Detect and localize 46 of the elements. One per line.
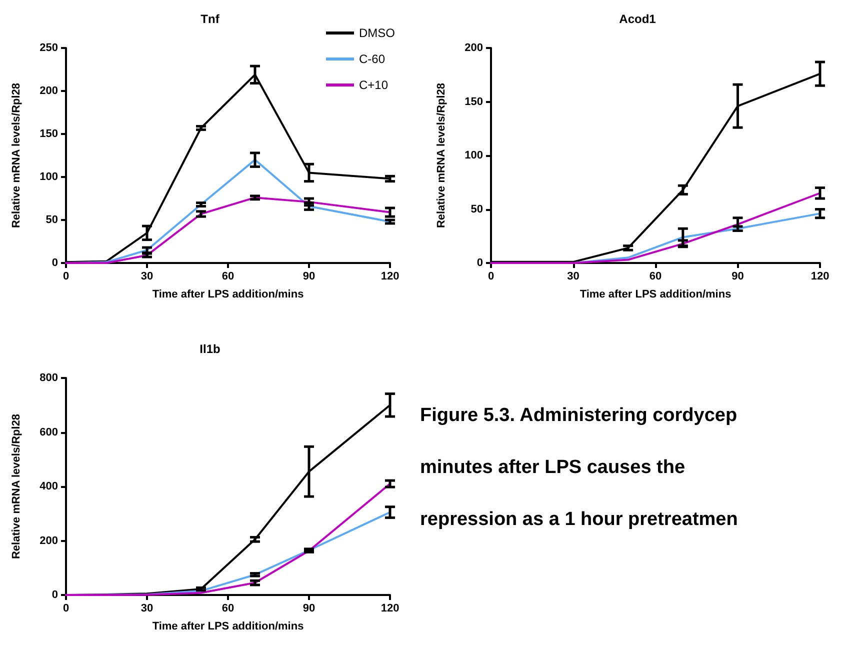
x-axis-title: Time after LPS addition/mins <box>580 288 732 300</box>
y-tick-label: 150 <box>464 96 483 108</box>
y-tick-label: 0 <box>52 589 58 601</box>
x-tick-label: 30 <box>140 270 154 282</box>
y-tick-label: 250 <box>40 42 58 54</box>
x-tick-label: 0 <box>62 602 70 614</box>
y-tick-label: 200 <box>464 42 483 54</box>
x-tick-label: 120 <box>380 602 400 614</box>
x-tick-label: 30 <box>140 602 154 614</box>
legend-label: C+10 <box>359 78 388 92</box>
y-axis-title: Relative mRNA levels/Rpl28 <box>10 414 22 560</box>
x-tick-label: 90 <box>732 270 744 282</box>
x-tick-label: 30 <box>567 270 580 282</box>
x-tick-label: 60 <box>649 270 662 282</box>
y-tick-label: 200 <box>40 534 58 547</box>
legend-label: DMSO <box>359 26 395 40</box>
y-tick-label: 200 <box>40 85 58 97</box>
chart-title: Acod1 <box>619 12 656 26</box>
x-tick-label: 0 <box>488 270 494 282</box>
y-tick-label: 100 <box>464 150 483 162</box>
x-tick-label: 90 <box>302 602 316 614</box>
x-tick-label: 120 <box>810 270 830 282</box>
x-tick-label: 60 <box>222 270 234 282</box>
y-axis-title: Relative mRNA levels/Rpl28 <box>436 82 448 228</box>
x-tick-label: 90 <box>302 270 316 282</box>
y-tick-label: 50 <box>470 203 483 216</box>
text: repression as a 1 hour pretreatmen <box>420 509 739 531</box>
legend-label: C-60 <box>359 52 386 66</box>
caption: Figure 5.3. Administering cordycep <box>420 405 738 427</box>
x-tick-label: 0 <box>62 270 70 282</box>
chart-title: Tnf <box>200 12 220 26</box>
y-tick-label: 50 <box>46 214 58 226</box>
text: minutes after LPS causes the <box>420 457 686 479</box>
y-tick-label: 0 <box>52 257 58 269</box>
y-tick-label: 800 <box>40 372 58 384</box>
y-tick-label: 100 <box>40 171 58 183</box>
x-axis-title: Time after LPS addition/mins <box>152 288 304 300</box>
y-tick-label: 150 <box>40 128 58 140</box>
chart-title: Il1b <box>200 342 220 356</box>
y-tick-label: 600 <box>40 426 58 438</box>
y-axis-title: Relative mRNA levels/Rpl28 <box>10 82 22 228</box>
y-tick-label: 400 <box>40 480 58 492</box>
x-axis-title: Time after LPS addition/mins <box>152 620 304 632</box>
x-tick-label: 60 <box>222 602 234 614</box>
y-tick-label: 0 <box>476 257 483 269</box>
x-tick-label: 120 <box>380 270 400 282</box>
